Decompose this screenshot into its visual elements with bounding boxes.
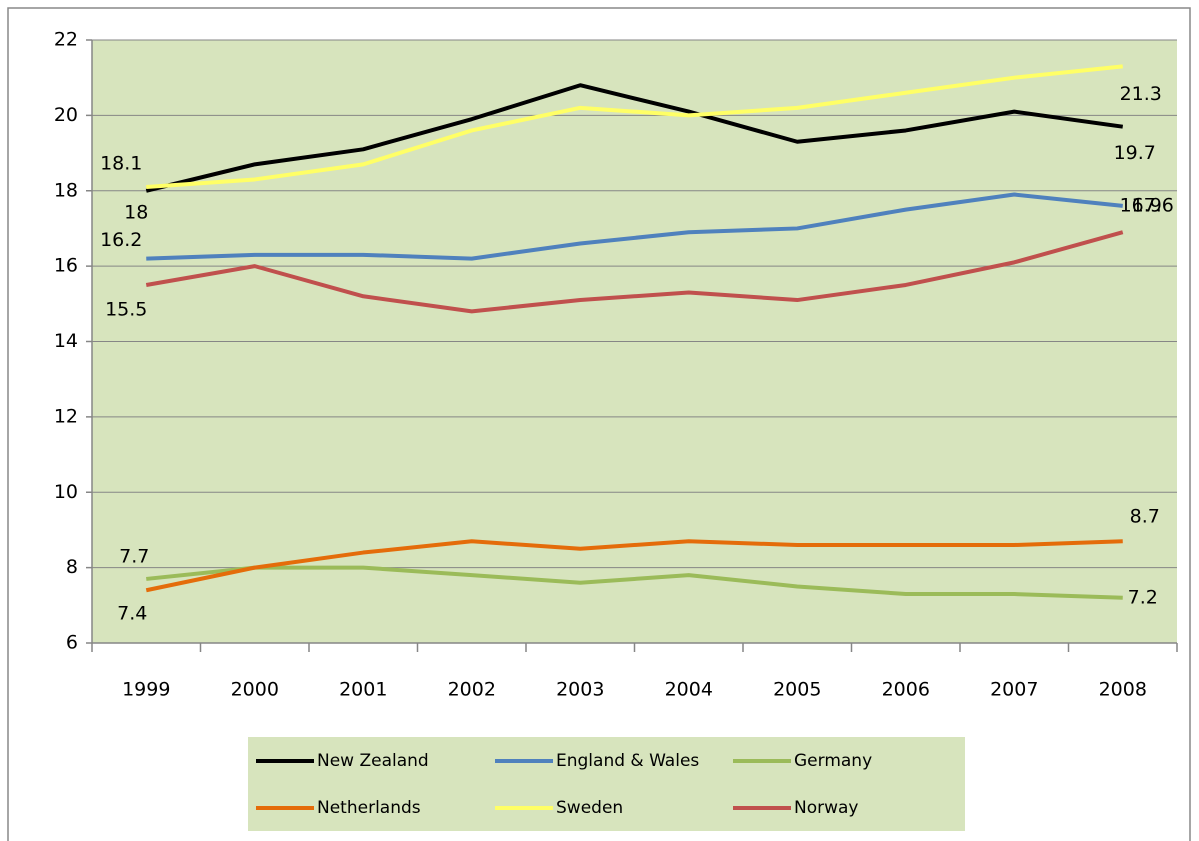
data-label: 19.7 [1114, 142, 1156, 164]
data-label: 17.6 [1132, 194, 1174, 216]
y-tick-label: 22 [54, 29, 78, 51]
y-tick-label: 10 [54, 481, 78, 503]
data-label: 16.2 [100, 229, 142, 251]
x-tick-label: 2002 [448, 679, 496, 701]
data-label: 7.2 [1128, 586, 1158, 608]
legend-label: Netherlands [317, 798, 421, 818]
series-line [145, 230, 1124, 314]
data-label: 8.7 [1130, 506, 1160, 528]
series-line [145, 83, 1124, 193]
x-tick-label: 2000 [231, 679, 279, 701]
x-tick-label: 2007 [990, 679, 1038, 701]
data-label: 7.7 [119, 545, 149, 567]
data-label: 15.5 [105, 298, 147, 320]
legend-label: Germany [794, 751, 872, 771]
y-tick-label: 12 [54, 405, 78, 427]
x-tick-label: 2004 [665, 679, 713, 701]
y-tick-label: 6 [66, 632, 78, 654]
series-line [145, 539, 1123, 593]
x-tick-label: 2006 [882, 679, 930, 701]
legend-label: Sweden [556, 798, 623, 818]
data-label: 7.4 [117, 603, 147, 625]
x-tick-label: 1999 [122, 679, 170, 701]
data-label: 16.9 [1120, 195, 1162, 217]
data-label: 21.3 [1120, 83, 1162, 105]
x-tick-label: 2008 [1099, 679, 1147, 701]
series-line [146, 565, 1123, 600]
legend-label: New Zealand [317, 751, 429, 771]
y-tick-label: 8 [66, 556, 78, 578]
series-line [146, 192, 1123, 261]
legend-box [248, 737, 965, 831]
y-tick-label: 16 [54, 255, 78, 277]
legend-label: Norway [794, 798, 859, 818]
x-tick-label: 2001 [339, 679, 387, 701]
data-label: 18.1 [100, 152, 142, 174]
series-line [146, 64, 1123, 189]
data-label: 18 [124, 201, 148, 223]
y-tick-label: 14 [54, 330, 78, 352]
y-tick-label: 18 [54, 179, 78, 201]
x-tick-label: 2003 [556, 679, 604, 701]
x-tick-label: 2005 [773, 679, 821, 701]
legend-label: England & Wales [556, 751, 699, 771]
y-tick-label: 20 [54, 104, 78, 126]
